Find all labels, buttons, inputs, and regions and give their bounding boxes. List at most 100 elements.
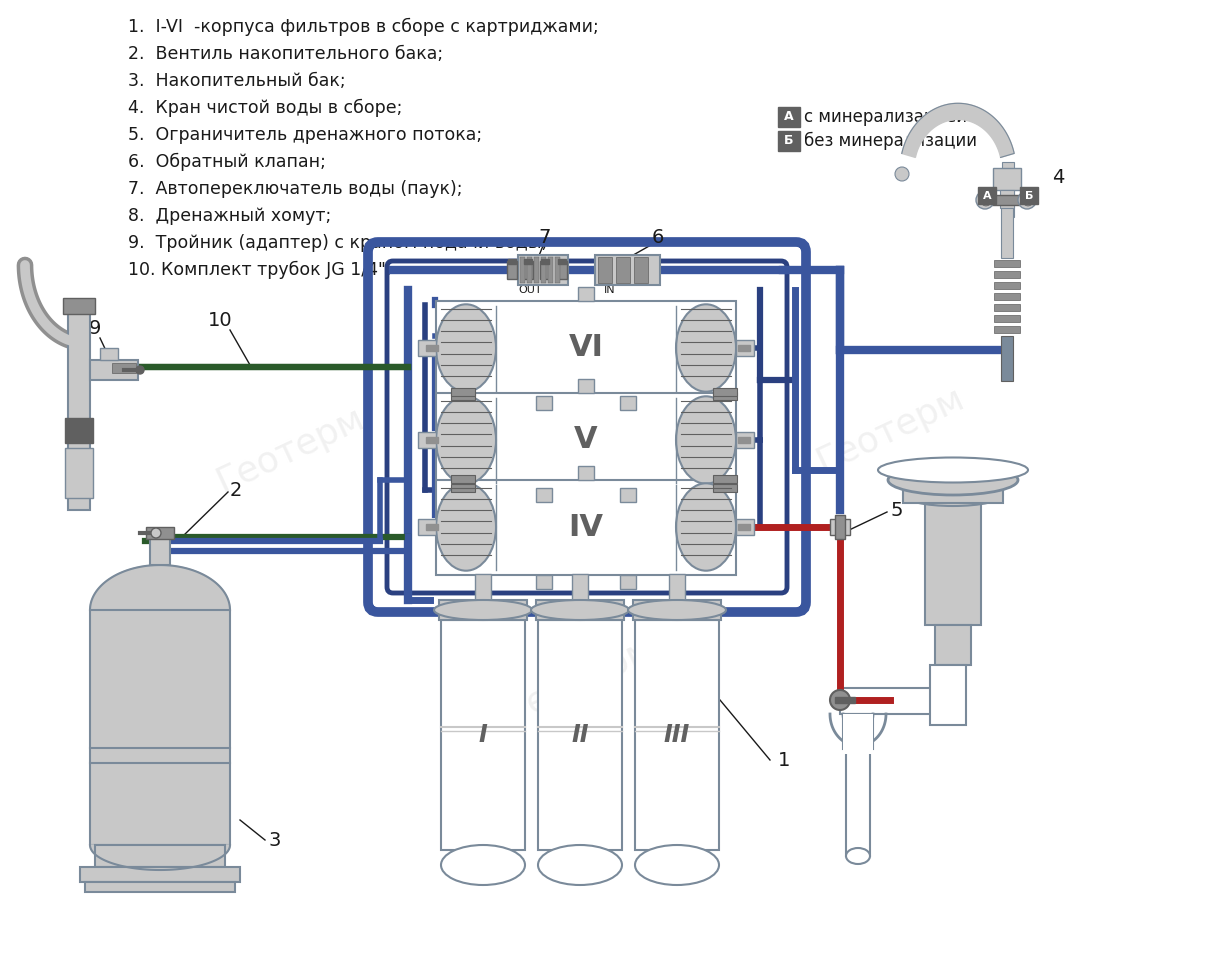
Ellipse shape	[436, 483, 496, 571]
Bar	[451, 484, 475, 492]
Bar	[634, 257, 647, 283]
Bar	[616, 257, 631, 283]
Ellipse shape	[441, 845, 525, 885]
Bar	[840, 688, 960, 714]
Bar	[1001, 208, 1014, 258]
Bar	[994, 315, 1020, 322]
Circle shape	[981, 196, 991, 206]
Bar	[620, 574, 635, 589]
Bar	[519, 257, 525, 283]
Bar	[536, 600, 625, 620]
Text: 7: 7	[539, 228, 551, 247]
Bar	[475, 574, 490, 600]
Text: Геотерм: Геотерм	[210, 401, 370, 499]
Bar	[835, 697, 855, 703]
Bar	[1001, 162, 1014, 217]
Bar	[527, 257, 532, 283]
Bar	[418, 432, 436, 448]
Bar	[713, 392, 737, 400]
Bar	[930, 665, 966, 725]
Circle shape	[1018, 191, 1036, 209]
Bar	[80, 867, 240, 882]
Text: А: А	[784, 110, 794, 124]
Bar	[451, 475, 475, 483]
Text: 2.  Вентиль накопительного бака;: 2. Вентиль накопительного бака;	[128, 45, 443, 63]
Bar	[436, 300, 736, 395]
Ellipse shape	[538, 845, 622, 885]
Text: Геотерм: Геотерм	[811, 381, 969, 480]
Bar	[436, 392, 736, 487]
Text: 4: 4	[1052, 168, 1064, 187]
Bar	[554, 257, 561, 283]
Text: OUT: OUT	[518, 285, 542, 295]
Circle shape	[976, 191, 994, 209]
Text: 1.  I-VI  -корпуса фильтров в сборе с картриджами;: 1. I-VI -корпуса фильтров в сборе с карт…	[128, 18, 599, 36]
Bar	[736, 519, 754, 535]
Text: без минерализации: без минерализации	[805, 132, 977, 151]
Bar	[63, 298, 95, 314]
Circle shape	[151, 528, 161, 538]
Ellipse shape	[846, 848, 870, 864]
Bar	[558, 259, 567, 264]
Bar	[418, 340, 436, 356]
Bar	[1000, 190, 1014, 208]
Bar	[436, 480, 736, 574]
Ellipse shape	[676, 396, 736, 483]
Bar	[65, 418, 93, 443]
Bar	[91, 610, 230, 845]
Bar	[451, 388, 475, 396]
Ellipse shape	[878, 457, 1028, 482]
Bar	[523, 261, 533, 279]
Ellipse shape	[532, 600, 629, 620]
Bar	[100, 348, 118, 360]
Circle shape	[137, 366, 144, 374]
Text: 9: 9	[89, 319, 101, 338]
Text: VI: VI	[569, 334, 604, 363]
Bar	[736, 340, 754, 356]
Bar	[713, 475, 737, 483]
Bar	[146, 527, 174, 539]
Bar	[738, 524, 750, 530]
Bar	[830, 519, 850, 535]
Circle shape	[1023, 196, 1033, 206]
Bar	[426, 524, 439, 530]
Bar	[418, 519, 436, 535]
Bar	[426, 437, 439, 443]
Bar	[524, 259, 532, 264]
Bar	[509, 259, 516, 264]
Bar	[534, 257, 539, 283]
Text: Б: Б	[784, 134, 794, 148]
Text: 6: 6	[652, 228, 664, 247]
Bar	[738, 345, 750, 351]
Bar	[718, 479, 733, 488]
Bar	[439, 600, 527, 620]
Bar	[112, 363, 137, 373]
Ellipse shape	[436, 304, 496, 391]
Text: I: I	[478, 723, 487, 747]
Ellipse shape	[635, 845, 719, 885]
Text: 10. Комплект трубок JG 1/4".: 10. Комплект трубок JG 1/4".	[128, 261, 391, 279]
Text: 5.  Ограничитель дренажного потока;: 5. Ограничитель дренажного потока;	[128, 126, 482, 144]
Circle shape	[895, 167, 908, 181]
Bar	[925, 495, 981, 625]
Ellipse shape	[628, 600, 726, 620]
Ellipse shape	[434, 600, 532, 620]
Bar	[835, 515, 846, 539]
Text: IN: IN	[604, 285, 616, 295]
Bar	[577, 379, 594, 392]
Text: с минерализацией: с минерализацией	[805, 108, 966, 126]
Bar	[1001, 336, 1014, 381]
Bar	[994, 304, 1020, 311]
Bar	[150, 537, 170, 565]
Bar	[598, 257, 612, 283]
Text: Б: Б	[1024, 191, 1033, 201]
Text: V: V	[574, 426, 598, 455]
Bar	[843, 714, 873, 749]
Bar	[778, 131, 800, 151]
Bar	[846, 746, 870, 856]
Bar	[713, 484, 737, 492]
Bar	[518, 255, 568, 285]
Bar	[573, 574, 588, 600]
Ellipse shape	[676, 483, 736, 571]
Bar	[718, 392, 733, 396]
